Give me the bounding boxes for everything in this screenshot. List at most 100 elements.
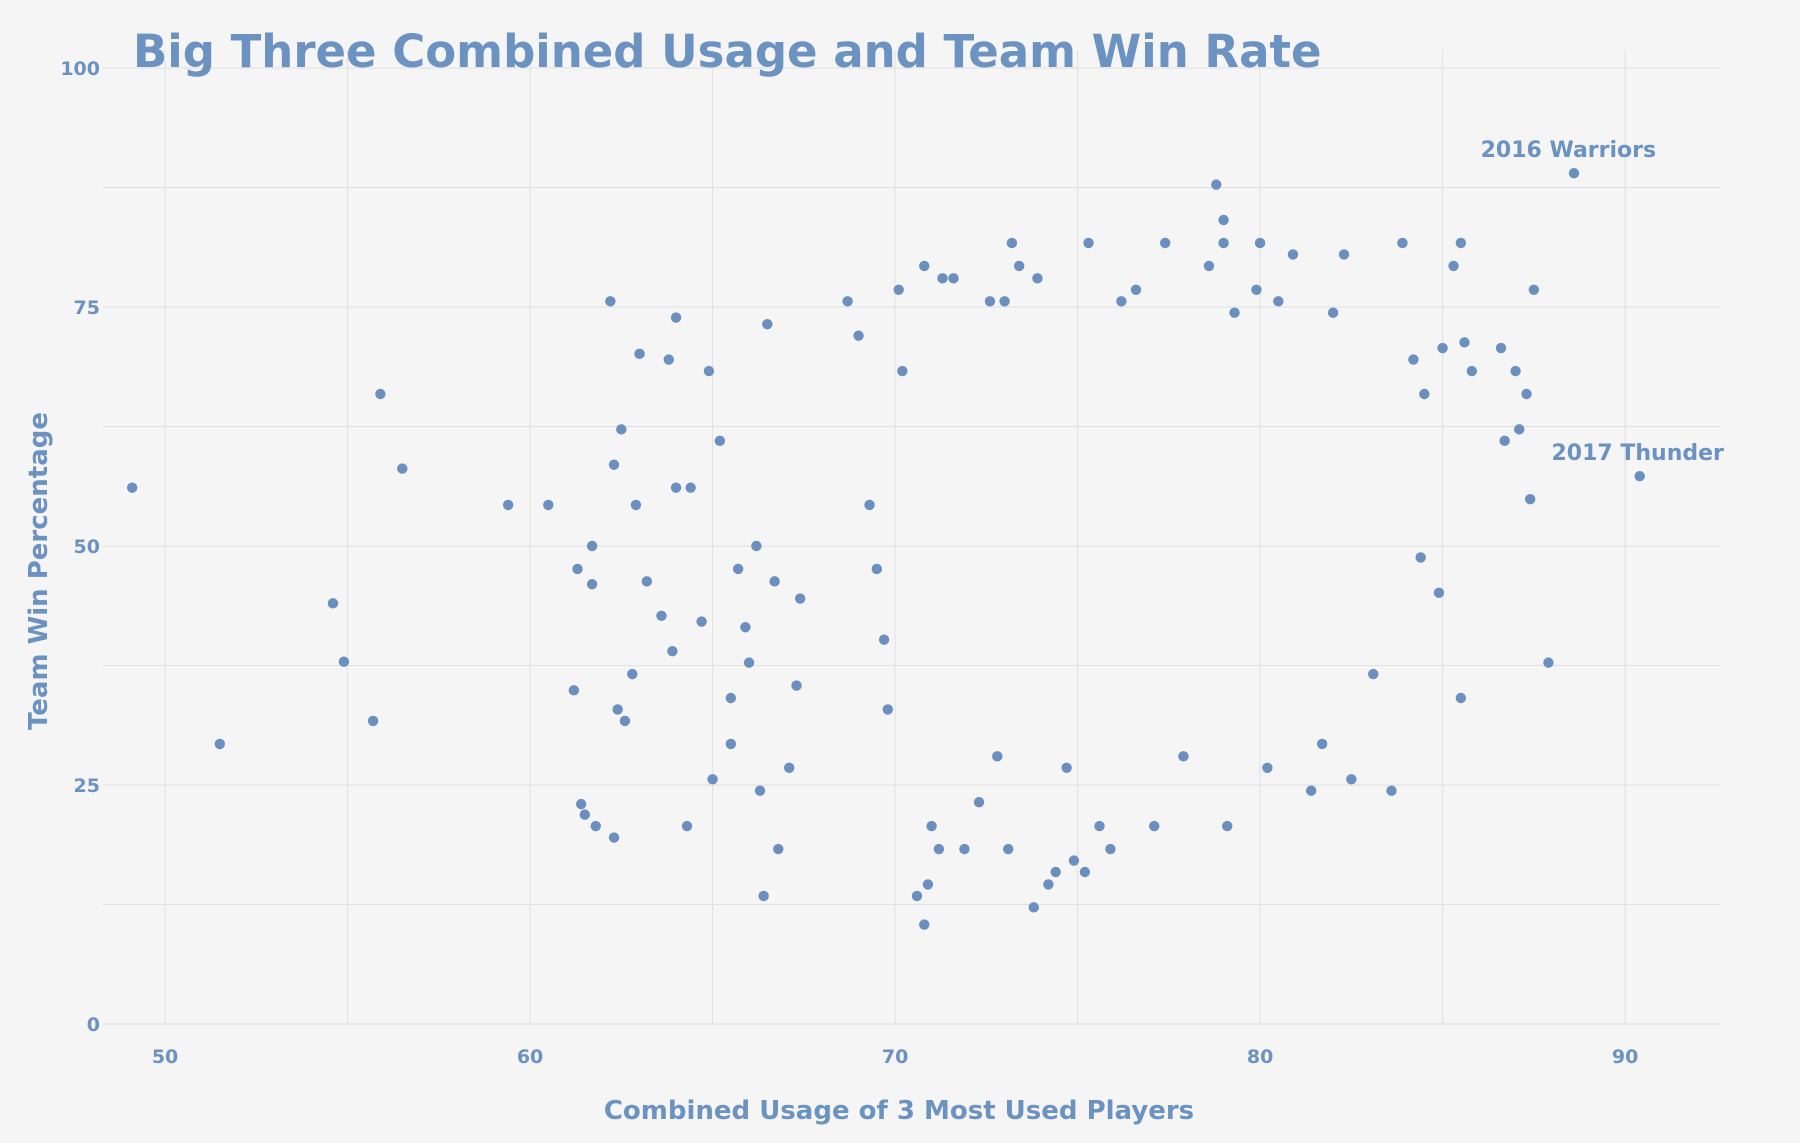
data-point	[1495, 342, 1507, 354]
data-point	[933, 843, 945, 855]
data-point	[1229, 307, 1240, 318]
data-point	[214, 738, 226, 750]
data-point	[1510, 365, 1521, 377]
data-point	[791, 680, 802, 691]
x-axis-ticks: 50 60 70 80 90	[152, 1046, 1638, 1068]
data-point	[586, 579, 598, 590]
data-point	[1386, 785, 1397, 796]
data-point	[1003, 843, 1014, 855]
data-point	[1408, 354, 1419, 365]
data-point	[882, 704, 893, 715]
data-point	[893, 284, 904, 295]
data-point	[1528, 284, 1540, 295]
data-point	[667, 645, 678, 657]
y-tick-label: 0	[87, 1014, 100, 1036]
data-point	[641, 576, 653, 587]
data-point	[634, 348, 645, 360]
data-point	[1105, 843, 1116, 855]
data-point	[1116, 296, 1127, 307]
data-point	[919, 260, 930, 272]
data-point	[740, 622, 751, 633]
data-point	[842, 296, 853, 307]
x-tick-label: 60	[517, 1046, 543, 1068]
data-point	[616, 424, 627, 435]
data-point	[375, 388, 386, 400]
data-point	[1316, 738, 1328, 750]
data-point	[732, 563, 744, 575]
data-point	[1028, 902, 1039, 913]
data-point	[502, 499, 514, 511]
data-point	[1287, 249, 1299, 260]
data-point	[1543, 657, 1554, 668]
data-point	[1050, 866, 1061, 878]
data-point	[367, 715, 379, 727]
data-point	[1032, 273, 1043, 284]
gridlines	[103, 50, 1720, 1025]
y-tick-label: 100	[60, 58, 100, 80]
data-point	[919, 919, 930, 930]
data-point	[922, 879, 934, 890]
data-point	[1466, 365, 1477, 377]
data-point	[1397, 237, 1408, 249]
annotations: 2016 Warriors 2017 Thunder	[1481, 138, 1724, 466]
data-point	[630, 499, 642, 511]
data-point	[1568, 167, 1580, 179]
data-point	[769, 576, 780, 587]
data-point	[1013, 260, 1025, 272]
data-point	[1254, 237, 1266, 249]
data-point	[937, 273, 948, 284]
data-point	[1211, 179, 1222, 190]
data-point	[1634, 471, 1645, 482]
data-point	[1130, 284, 1142, 295]
y-axis-ticks: 0 25 50 75 100	[60, 58, 100, 1036]
data-point	[1346, 774, 1357, 785]
data-point	[1043, 879, 1054, 890]
data-point	[1262, 762, 1273, 773]
x-tick-label: 50	[152, 1046, 178, 1068]
x-axis-title: Combined Usage of 3 Most Used Players	[604, 1096, 1194, 1126]
data-point	[1459, 337, 1470, 348]
data-point	[1218, 237, 1229, 249]
data-point	[1305, 785, 1317, 796]
data-point	[1455, 237, 1467, 249]
data-point	[1448, 260, 1459, 272]
data-point	[999, 296, 1010, 307]
data-point	[1415, 552, 1426, 563]
data-point	[743, 657, 755, 668]
data-point	[1437, 342, 1448, 354]
data-point	[608, 832, 620, 843]
data-point	[703, 365, 715, 377]
data-point	[608, 459, 620, 470]
data-point	[878, 634, 890, 645]
data-point	[992, 751, 1003, 762]
data-point	[911, 890, 923, 902]
data-point	[543, 499, 554, 511]
data-point	[926, 820, 937, 832]
y-tick-label: 25	[74, 775, 100, 797]
data-point	[1433, 587, 1445, 599]
data-point	[751, 540, 762, 552]
data-point	[1499, 435, 1510, 447]
data-point	[397, 463, 408, 474]
data-point	[696, 616, 707, 627]
chart-title: Big Three Combined Usage and Team Win Ra…	[133, 25, 1321, 78]
data-point	[681, 820, 693, 832]
data-point	[612, 704, 623, 715]
data-points	[127, 167, 1645, 930]
data-point	[784, 762, 795, 773]
data-point	[897, 365, 908, 377]
data-point	[754, 785, 766, 796]
data-point	[605, 296, 616, 307]
data-point	[1094, 820, 1105, 832]
x-tick-label: 70	[882, 1046, 908, 1068]
data-point	[338, 656, 350, 667]
data-point	[973, 797, 985, 808]
data-point	[773, 843, 784, 855]
data-point	[1159, 237, 1171, 249]
data-point	[959, 843, 970, 855]
data-point	[762, 319, 773, 330]
data-point	[1368, 668, 1379, 680]
data-point	[670, 482, 682, 493]
data-point	[948, 273, 959, 284]
